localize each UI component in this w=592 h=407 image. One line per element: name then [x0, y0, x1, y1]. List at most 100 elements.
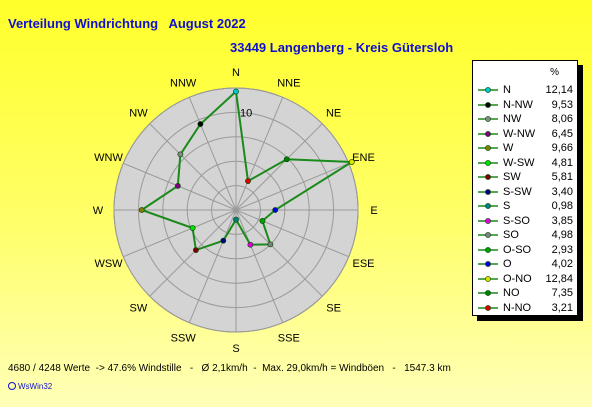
legend-value: 3,40	[551, 185, 573, 198]
data-point-n-no	[245, 178, 251, 184]
grid-spoke-se	[235, 209, 323, 297]
legend: % N 12,14 N-NW 9,53 NW 8,06 W-NW 6,45 W 9,66 W-SW 4…	[472, 60, 578, 316]
legend-marker-icon	[478, 304, 498, 311]
data-point-w	[138, 207, 145, 213]
legend-marker-icon	[478, 174, 498, 180]
legend-item: O-SO 2,93	[473, 243, 577, 259]
legend-item: W-SW 4,81	[473, 156, 577, 172]
legend-label: S	[503, 200, 511, 212]
legend-item: SO 4,98	[473, 228, 577, 244]
legend-item: N-NO 3,21	[473, 301, 577, 317]
legend-item: S-SW 3,40	[473, 185, 577, 201]
legend-marker-icon	[478, 232, 498, 238]
legend-value: 3,85	[551, 214, 573, 227]
legend-label: N	[503, 84, 511, 96]
legend-marker-icon	[478, 101, 498, 108]
legend-item: W 9,66	[473, 141, 577, 157]
legend-value: 2,93	[551, 243, 573, 256]
legend-label: O-SO	[503, 243, 532, 256]
data-point-o-so	[259, 218, 266, 224]
data-point-nw	[177, 151, 184, 158]
direction-label-ene: ENE	[352, 152, 375, 164]
legend-value: 4,98	[551, 229, 573, 241]
legend-value: 9,53	[551, 98, 573, 111]
legend-value: 3,21	[551, 301, 573, 314]
legend-marker-icon	[478, 188, 498, 195]
legend-item: S 0,98	[473, 199, 577, 215]
legend-label: N-NW	[503, 98, 533, 111]
legend-value: 0,98	[551, 200, 573, 212]
copyright-icon	[8, 382, 16, 390]
legend-label: SW	[503, 171, 521, 183]
legend-item: N-NW 9,53	[473, 98, 577, 114]
legend-marker-icon	[478, 145, 498, 151]
legend-item: O-NO 12,84	[473, 272, 577, 288]
direction-label-sse: SSE	[278, 332, 300, 344]
direction-label-sw: SW	[130, 303, 148, 315]
legend-marker-icon	[478, 203, 498, 209]
legend-label: N-NO	[503, 301, 532, 314]
direction-label-e: E	[370, 205, 377, 217]
legend-marker-icon	[478, 290, 498, 296]
legend-value: 4,02	[551, 258, 573, 270]
direction-label-nnw: NNW	[170, 78, 197, 90]
legend-item: SW 5,81	[473, 170, 577, 186]
legend-value: 7,35	[551, 287, 573, 299]
legend-label: O-NO	[503, 272, 532, 285]
legend-value: 5,81	[551, 171, 573, 183]
direction-label-nw: NW	[129, 107, 148, 119]
legend-label: S-SW	[503, 185, 532, 198]
legend-item: NW 8,06	[473, 112, 577, 128]
grid-spoke-sse	[235, 209, 284, 323]
grid-spoke-wsw	[123, 209, 237, 258]
data-point-s	[233, 216, 239, 223]
grid-spoke-nnw	[188, 97, 237, 211]
data-point-so	[267, 241, 274, 248]
direction-label-wsw: WSW	[94, 258, 123, 270]
data-point-s-so	[247, 241, 254, 248]
legend-label: W-SW	[503, 156, 535, 169]
legend-label: W-NW	[503, 127, 536, 140]
direction-label-ne: NE	[326, 107, 341, 119]
legend-label: W	[503, 142, 514, 154]
grid-spoke-ene	[235, 162, 349, 211]
direction-label-nne: NNE	[277, 78, 300, 90]
legend-item: O 4,02	[473, 257, 577, 273]
legend-marker-icon	[478, 87, 498, 93]
legend-item: W-NW 6,45	[473, 127, 577, 143]
legend-marker-icon	[478, 275, 498, 282]
grid-spoke-sw	[149, 209, 237, 297]
legend-value: 6,45	[551, 127, 573, 140]
legend-marker-icon	[478, 246, 498, 253]
grid-spoke-ne	[235, 123, 323, 211]
direction-label-n: N	[232, 67, 240, 79]
data-point-n	[233, 88, 239, 95]
legend-marker-icon	[478, 261, 498, 267]
legend-marker-icon	[478, 130, 498, 137]
data-point-w-sw	[189, 225, 196, 231]
grid-spoke-ssw	[188, 209, 237, 323]
direction-label-w: W	[93, 205, 104, 217]
legend-value: 8,06	[551, 113, 573, 125]
data-point-no	[283, 156, 290, 163]
legend-item: S-SO 3,85	[473, 214, 577, 230]
grid-spoke-nw	[149, 123, 237, 211]
data-point-s-sw	[220, 237, 227, 244]
legend-value: 4,81	[551, 156, 573, 169]
legend-item: N 12,14	[473, 83, 577, 99]
credit-label: WsWin32	[18, 382, 53, 391]
data-point-o	[272, 207, 279, 213]
chart-subtitle: 33449 Langenberg - Kreis Gütersloh	[230, 40, 454, 55]
software-credit: WsWin32	[8, 382, 52, 391]
footer-stats: 4680 / 4248 Werte -> 47.6% Windstille - …	[8, 363, 451, 374]
legend-label: NW	[503, 113, 522, 125]
ring-label: 10	[240, 107, 252, 119]
legend-value: 9,66	[551, 142, 573, 154]
legend-item: NO 7,35	[473, 286, 577, 302]
legend-label: SO	[503, 229, 519, 241]
direction-label-se: SE	[326, 303, 341, 315]
legend-marker-icon	[478, 159, 498, 166]
legend-value: 12,84	[545, 272, 573, 285]
